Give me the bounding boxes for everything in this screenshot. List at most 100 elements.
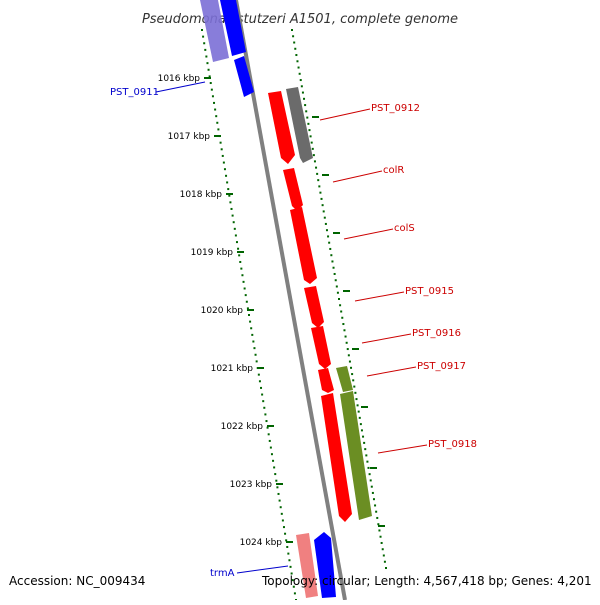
inner-guide-dot: [280, 512, 283, 515]
outer-guide-dot: [316, 172, 319, 175]
gene-PST_0917-arrow[interactable]: [336, 366, 353, 392]
inner-guide-dot: [210, 88, 213, 91]
outer-guide-dot: [381, 548, 384, 551]
inner-guide-dot: [276, 486, 279, 489]
gene-feature-reverse[interactable]: [220, 0, 246, 56]
inner-guide-dot: [248, 314, 250, 316]
inner-guide-dot: [293, 592, 296, 595]
inner-guide-dot: [245, 300, 248, 303]
outer-guide-dot: [303, 97, 306, 100]
outer-guide-dot: [327, 235, 330, 238]
gene-PST_0918-arrow[interactable]: [340, 391, 372, 520]
scale-tick-label: 1016 kbp: [158, 74, 201, 84]
outer-guide-dot: [319, 191, 322, 194]
outer-guide-dot: [342, 323, 345, 326]
outer-guide-dot: [296, 60, 299, 63]
outer-guide-dot: [369, 479, 372, 482]
outer-guide-dot: [341, 316, 344, 319]
inner-guide-dot: [285, 539, 288, 542]
gene-label-PST_0911[interactable]: PST_0911: [110, 87, 159, 98]
inner-guide-dot: [225, 174, 228, 177]
gene-label-PST_0915[interactable]: PST_0915: [405, 286, 454, 297]
gene-feature-reverse-faded[interactable]: [200, 0, 229, 62]
gene-PST_0918-red-arrow[interactable]: [321, 393, 352, 522]
inner-guide-dot: [291, 579, 294, 582]
scale-tick-label: 1019 kbp: [191, 248, 234, 258]
inner-guide-dot: [263, 406, 266, 409]
gene-label-leader: [343, 228, 394, 240]
gene-label-PST_0917[interactable]: PST_0917: [417, 361, 466, 372]
topology-text: Topology: circular; Length: 4,567,418 bp…: [262, 574, 592, 588]
outer-guide-dot: [324, 222, 327, 225]
inner-guide-dot: [235, 241, 238, 244]
outer-guide-dot: [330, 254, 333, 257]
inner-guide-dot: [250, 327, 253, 330]
scale-ticks: 1016 kbp 1017 kbp 1018 kbp 1019 kbp 1020 kbp…: [158, 74, 385, 548]
inner-guide-dot: [231, 214, 234, 217]
gene-PST_0917-red-arrow[interactable]: [318, 368, 334, 393]
outer-guide-dot: [308, 129, 311, 132]
gene-label-trmA[interactable]: trmA: [210, 568, 235, 579]
inner-guide-dot: [277, 492, 280, 495]
inner-guide-dot: [275, 479, 278, 482]
inner-guide-dot: [268, 439, 271, 442]
outer-guide-dot: [380, 541, 383, 544]
gene-label-PST_0912[interactable]: PST_0912: [371, 103, 420, 114]
gene-PST_0915-arrow[interactable]: [304, 286, 324, 328]
gene-PST_0911-arrow[interactable]: [234, 56, 254, 97]
gene-PST_0912-arrow[interactable]: [286, 87, 313, 163]
outer-guide-dot: [310, 141, 313, 144]
inner-guide-dot: [208, 75, 211, 78]
inner-guide-dot: [290, 572, 293, 575]
gene-trmA-faded-arrow[interactable]: [296, 533, 318, 598]
inner-guide-dot: [217, 128, 220, 131]
outer-guide-dot: [360, 429, 363, 432]
inner-guide-dot: [241, 274, 244, 277]
inner-guide-dot: [203, 42, 206, 45]
gene-PST_0916-arrow[interactable]: [311, 326, 331, 369]
gene-label-colR[interactable]: colR: [383, 165, 404, 176]
inner-guide-dot: [223, 168, 226, 171]
gene-label-leader: [377, 444, 428, 454]
outer-guide-dot: [372, 498, 375, 501]
scale-tick-label: 1018 kbp: [180, 190, 223, 200]
outer-guide-dot: [322, 210, 325, 213]
outer-guide-dot: [295, 54, 298, 57]
outer-guide-dot: [357, 410, 360, 413]
inner-guide-dot: [261, 393, 264, 396]
inner-guide-dot: [292, 585, 295, 588]
gene-label-colS[interactable]: colS: [394, 223, 415, 234]
inner-guide-dot: [243, 287, 246, 290]
outer-guide-dot: [311, 147, 314, 150]
outer-guide-dot: [293, 41, 296, 44]
inner-guide-dot: [238, 254, 241, 257]
inner-guide-dot: [272, 459, 275, 462]
outer-guide-dot: [354, 391, 357, 394]
outer-guide-dot: [377, 523, 380, 526]
gene-colS-arrow[interactable]: [290, 207, 317, 284]
gene-label-leader: [361, 333, 412, 344]
inner-guide-dot: [227, 188, 230, 191]
outer-guide-dot: [336, 291, 339, 294]
inner-guide-dot: [252, 340, 255, 343]
gene-trmA-reverse-arrow[interactable]: [314, 532, 336, 598]
outer-guide-dot: [355, 398, 358, 401]
inner-guide-dot: [221, 154, 224, 157]
gene-colR-arrow[interactable]: [283, 168, 303, 211]
inner-guide-dot: [226, 181, 229, 184]
scale-tick-label: 1017 kbp: [168, 132, 211, 142]
outer-guide-dot: [306, 116, 309, 119]
gene-label-PST_0916[interactable]: PST_0916: [412, 328, 461, 339]
gene-label-PST_0918[interactable]: PST_0918: [428, 439, 477, 450]
inner-guide-dot: [229, 201, 232, 204]
outer-guide-dot: [379, 535, 382, 538]
inner-guide-dot: [258, 380, 261, 383]
inner-guide-dot: [251, 333, 254, 336]
outer-guide-dot: [305, 110, 308, 113]
genome-backbone: [234, 0, 347, 601]
outer-guide-dot: [346, 348, 349, 351]
outer-guide-dot: [338, 298, 340, 300]
gene-red-1-arrow[interactable]: [268, 91, 295, 164]
outer-guide-dot: [312, 154, 315, 157]
inner-guide-dot: [253, 347, 256, 350]
